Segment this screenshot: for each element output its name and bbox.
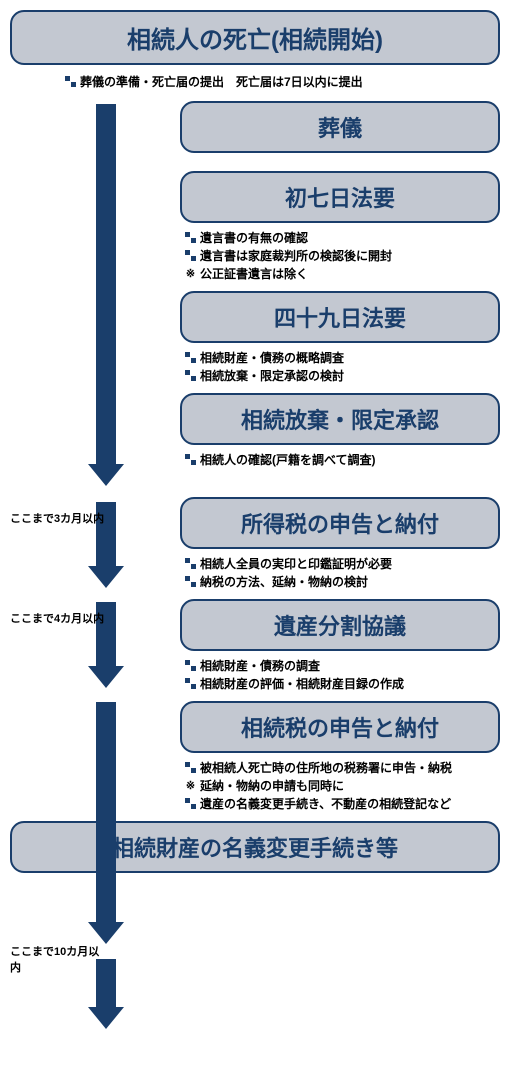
time-label-10months: ここまで10カ月以内 [10,943,110,975]
note-text: 遺産の名義変更手続き、不動産の相続登記など [200,795,451,813]
step-isanbunkatsu: 遺産分割協議 [180,599,500,651]
notes-after-souzokuzei: 被相続人死亡時の住所地の税務署に申告・納税 ※ 延納・物納の申請も同時に 遺産の… [185,759,500,813]
note-text: 公正証書遺言は除く [200,265,308,283]
step-start: 相続人の死亡(相続開始) [10,10,500,65]
note-line: 被相続人死亡時の住所地の税務署に申告・納税 [185,759,500,777]
bullet-icon [185,454,196,465]
note-line: 相続放棄・限定承認の検討 [185,367,500,385]
flowchart-container: ここまで3カ月以内 ここまで4カ月以内 ここまで10カ月以内 相続人の死亡(相続… [10,10,500,873]
bullet-icon [185,232,196,243]
notes-after-shonanoka: 遺言書の有無の確認 遺言書は家庭裁判所の検認後に開封 ※ 公正証書遺言は除く [185,229,500,283]
note-line: 遺言書の有無の確認 [185,229,500,247]
bullet-icon [185,558,196,569]
note-line: 相続財産の評価・相続財産目録の作成 [185,675,500,693]
notes-after-shotokuzei: 相続人全員の実印と印鑑証明が必要 納税の方法、延納・物納の検討 [185,555,500,591]
arrow-4 [88,702,124,944]
step-end: 相続財産の名義変更手続き等 [10,821,500,873]
note-line: 相続財産・債務の調査 [185,657,500,675]
bullet-icon [185,660,196,671]
note-text: 相続人の確認(戸籍を調べて調査) [200,451,376,469]
step-shonanoka: 初七日法要 [180,171,500,223]
bullet-icon [185,250,196,261]
time-label-3months: ここまで3カ月以内 [10,510,110,526]
notes-after-shijukunichi: 相続財産・債務の概略調査 相続放棄・限定承認の検討 [185,349,500,385]
notes-after-houki: 相続人の確認(戸籍を調べて調査) [185,451,500,469]
note-text: 相続財産・債務の調査 [200,657,320,675]
step-souzokuzei: 相続税の申告と納付 [180,701,500,753]
note-text: 延納・物納の申請も同時に [200,777,344,795]
bullet-icon [185,678,196,689]
note-text: 遺言書は家庭裁判所の検認後に開封 [200,247,392,265]
note-text: 遺言書の有無の確認 [200,229,308,247]
note-line: 遺産の名義変更手続き、不動産の相続登記など [185,795,500,813]
step-shotokuzei: 所得税の申告と納付 [180,497,500,549]
asterisk-icon: ※ [185,266,196,283]
note-line: 相続人全員の実印と印鑑証明が必要 [185,555,500,573]
notes-after-isanbunkatsu: 相続財産・債務の調査 相続財産の評価・相続財産目録の作成 [185,657,500,693]
arrow-1 [88,104,124,486]
bullet-icon [185,370,196,381]
note-text: 葬儀の準備・死亡届の提出 死亡届は7日以内に提出 [80,73,363,91]
note-text: 相続財産の評価・相続財産目録の作成 [200,675,404,693]
note-line: ※ 公正証書遺言は除く [185,265,500,283]
note-line: 納税の方法、延納・物納の検討 [185,573,500,591]
note-text: 納税の方法、延納・物納の検討 [200,573,368,591]
step-shijukunichi: 四十九日法要 [180,291,500,343]
bullet-icon [185,576,196,587]
asterisk-icon: ※ [185,778,196,795]
notes-start: 葬儀の準備・死亡届の提出 死亡届は7日以内に提出 [65,73,500,91]
note-text: 相続人全員の実印と印鑑証明が必要 [200,555,392,573]
note-line: 遺言書は家庭裁判所の検認後に開封 [185,247,500,265]
note-line: 相続財産・債務の概略調査 [185,349,500,367]
bullet-icon [185,798,196,809]
note-line: 相続人の確認(戸籍を調べて調査) [185,451,500,469]
note-line: ※ 延納・物納の申請も同時に [185,777,500,795]
bullet-icon [65,76,76,87]
note-text: 被相続人死亡時の住所地の税務署に申告・納税 [200,759,452,777]
bullet-icon [185,762,196,773]
bullet-icon [185,352,196,363]
note-text: 相続財産・債務の概略調査 [200,349,344,367]
step-houki: 相続放棄・限定承認 [180,393,500,445]
time-label-4months: ここまで4カ月以内 [10,610,110,626]
note-text: 相続放棄・限定承認の検討 [200,367,344,385]
step-funeral: 葬儀 [180,101,500,153]
note-line: 葬儀の準備・死亡届の提出 死亡届は7日以内に提出 [65,73,500,91]
